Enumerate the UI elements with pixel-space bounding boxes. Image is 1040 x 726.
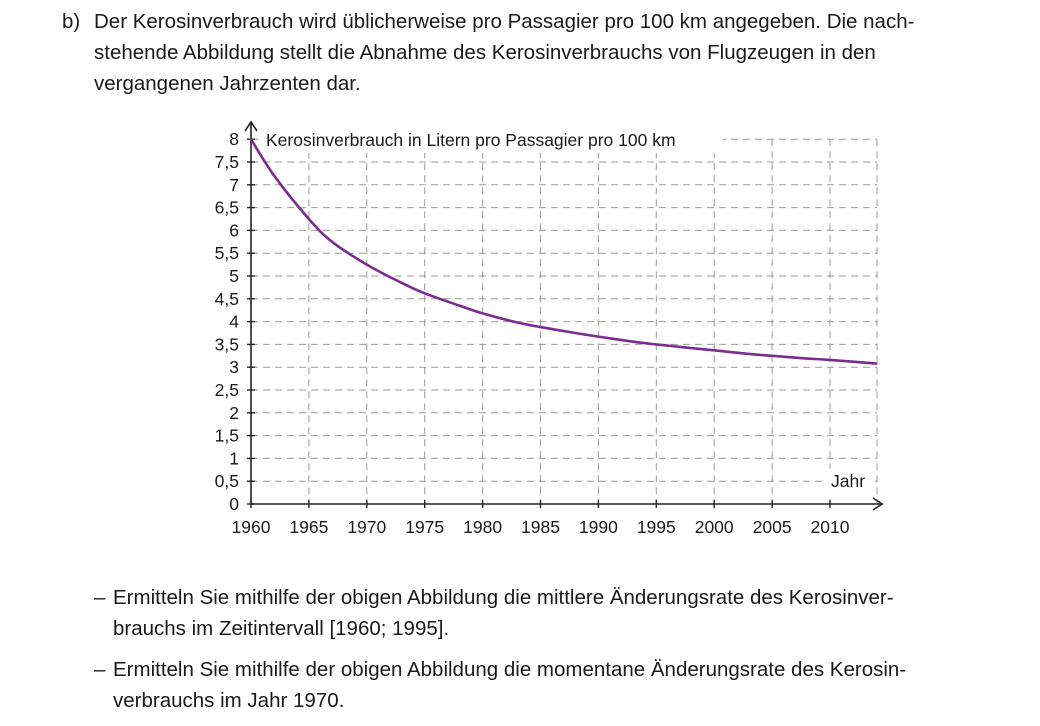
y-tick-label: 6 — [229, 220, 239, 240]
task-line: verbrauchs im Jahr 1970. — [113, 689, 345, 712]
x-axis-label-background — [827, 469, 873, 494]
y-tick-label: 3 — [229, 357, 239, 377]
chart-series — [249, 137, 878, 365]
x-tick-label: 1990 — [579, 517, 618, 537]
chart-axes — [244, 120, 884, 511]
x-axis-label: Jahr — [831, 471, 865, 491]
task-b-text: Der Kerosinverbrauch wird üblicherweise … — [94, 6, 1022, 99]
y-tick-label: 6,5 — [215, 198, 239, 218]
x-tick-label: 2005 — [753, 517, 792, 537]
task-dash: – — [94, 586, 106, 609]
task-list: – Ermitteln Sie mithilfe der obigen Abbi… — [94, 582, 994, 726]
y-tick-label: 0 — [229, 494, 239, 514]
y-tick-label: 2,5 — [215, 380, 239, 400]
y-tick-label: 1,5 — [215, 426, 239, 446]
task-line: brauchs im Zeitintervall [1960; 1995]. — [113, 617, 450, 640]
x-tick-label: 2000 — [695, 517, 734, 537]
x-tick-label: 1960 — [232, 517, 271, 537]
y-axis-label-background — [261, 127, 723, 153]
y-tick-label: 3,5 — [215, 334, 239, 354]
x-tick-label: 1985 — [521, 517, 560, 537]
task-line: Ermitteln Sie mithilfe der obigen Abbild… — [113, 586, 894, 609]
y-tick-label: 8 — [229, 129, 239, 149]
y-axis-label: Kerosinverbrauch in Litern pro Passagier… — [266, 130, 676, 150]
task-line: Ermitteln Sie mithilfe der obigen Abbild… — [113, 658, 907, 681]
y-tick-label: 4,5 — [215, 289, 239, 309]
y-tick-label: 7 — [229, 175, 239, 195]
task-b-line: vergangenen Jahrzenten dar. — [94, 72, 361, 95]
kerosene-consumption-chart: 0 0,5 11,5 2 2,5 3 3,54 4,5 5 5,5 66,5 7 7,5 8 1960 196… — [215, 120, 884, 537]
y-tick-label: 2 — [229, 403, 239, 423]
y-tick-label: 7,5 — [215, 152, 239, 172]
chart-grid — [251, 138, 878, 504]
task-item-mean-rate: – Ermitteln Sie mithilfe der obigen Abbi… — [94, 582, 994, 644]
chart-ticks: 0 0,5 11,5 2 2,5 3 3,54 4,5 5 5,5 66,5 7 7,5 8 1960 196… — [215, 129, 850, 537]
task-item-instant-rate: – Ermitteln Sie mithilfe der obigen Abbi… — [94, 654, 994, 716]
task-b-intro: b) Der Kerosinverbrauch wird üblicherwei… — [62, 6, 1022, 99]
x-tick-label: 1970 — [347, 517, 386, 537]
task-dash: – — [94, 658, 106, 681]
y-tick-label: 1 — [229, 448, 239, 468]
kerosene-consumption-curve — [249, 137, 878, 365]
x-tick-label: 1980 — [463, 517, 502, 537]
y-tick-label: 5 — [229, 266, 239, 286]
task-b-line: Der Kerosinverbrauch wird üblicherweise … — [94, 10, 915, 33]
x-tick-label: 1995 — [637, 517, 676, 537]
y-axis-arrow — [244, 120, 258, 132]
y-tick-label: 4 — [229, 312, 239, 332]
y-tick-label: 5,5 — [215, 243, 239, 263]
x-axis-arrow — [872, 497, 884, 511]
y-tick-label: 0,5 — [215, 471, 239, 491]
x-tick-label: 1975 — [405, 517, 444, 537]
task-b-line: stehende Abbildung stellt die Abnahme de… — [94, 41, 876, 64]
x-tick-label: 1965 — [289, 517, 328, 537]
task-b-label: b) — [62, 10, 81, 33]
x-tick-label: 2010 — [811, 517, 850, 537]
